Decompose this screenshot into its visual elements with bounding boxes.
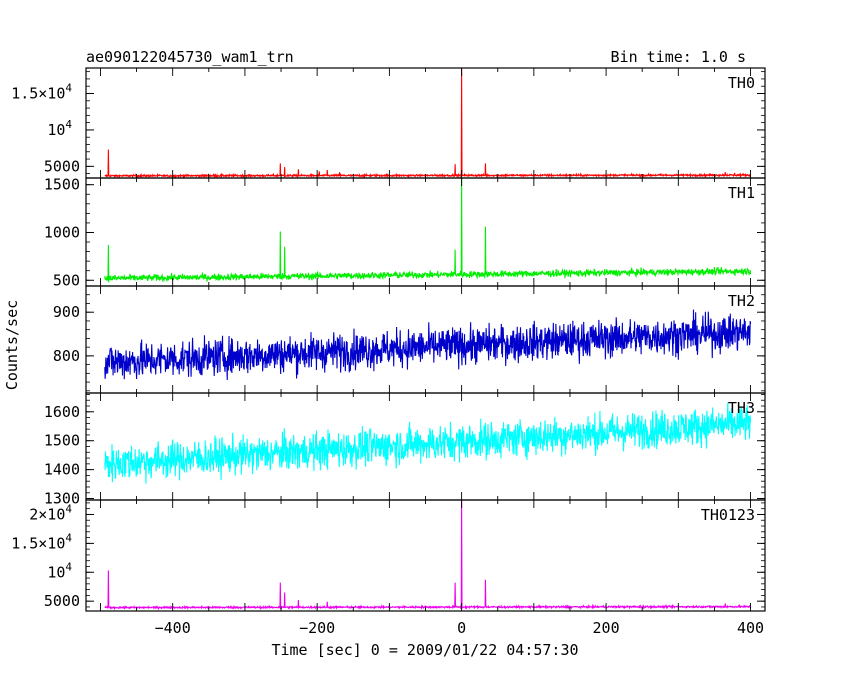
x-tick-label: 400 bbox=[737, 619, 764, 637]
panels-group: 5000 104 1.5×104 TH0 500 1000 1500 TH1 800 900 TH2… bbox=[11, 67, 766, 612]
y-tick-label: 1500 bbox=[44, 176, 80, 194]
y-axis-label: Counts/sec bbox=[3, 300, 21, 390]
x-tick-label: −200 bbox=[299, 619, 335, 637]
series-line-th0 bbox=[104, 67, 751, 179]
y-tick-label: 5000 bbox=[44, 592, 80, 610]
series-line-th2 bbox=[104, 309, 752, 380]
y-tick-label: 2×104 bbox=[29, 502, 72, 523]
chart-title: ae090122045730_wam1_trn bbox=[86, 48, 294, 66]
x-tick-label: 200 bbox=[593, 619, 620, 637]
x-tick-label: 0 bbox=[457, 619, 466, 637]
panel-label-th1: TH1 bbox=[728, 184, 755, 202]
series-line-th1 bbox=[104, 177, 752, 283]
y-tick-label: 104 bbox=[47, 118, 72, 139]
y-tick-label: 1500 bbox=[44, 432, 80, 450]
bin-time-label: Bin time: 1.0 s bbox=[611, 48, 746, 66]
panel-frame-th0123 bbox=[85, 499, 766, 612]
x-tick-labels: −400 −200 0 200 400 bbox=[155, 619, 764, 637]
y-tick-label: 1400 bbox=[44, 461, 80, 479]
y-tick-label: 1.5×104 bbox=[11, 81, 72, 102]
panel-frame-th0 bbox=[85, 67, 766, 179]
x-tick-label: −400 bbox=[155, 619, 191, 637]
y-tick-label: 1300 bbox=[44, 490, 80, 508]
series-line-th3 bbox=[104, 402, 752, 484]
y-tick-label: 1.5×104 bbox=[11, 531, 72, 552]
panel-label-th2: TH2 bbox=[728, 292, 755, 310]
y-tick-label: 1000 bbox=[44, 223, 80, 241]
y-tick-label: 5000 bbox=[44, 157, 80, 175]
y-tick-label: 900 bbox=[53, 303, 80, 321]
y-tick-label: 104 bbox=[47, 560, 72, 581]
x-axis-label: Time [sec] 0 = 2009/01/22 04:57:30 bbox=[271, 641, 578, 659]
panel-label-th0123: TH0123 bbox=[701, 506, 755, 524]
series-line-th0123 bbox=[104, 499, 751, 611]
panel-label-th3: TH3 bbox=[728, 399, 755, 417]
y-tick-label: 1600 bbox=[44, 403, 80, 421]
y-tick-label: 500 bbox=[53, 271, 80, 289]
y-tick-label: 800 bbox=[53, 347, 80, 365]
panel-label-th0: TH0 bbox=[728, 74, 755, 92]
